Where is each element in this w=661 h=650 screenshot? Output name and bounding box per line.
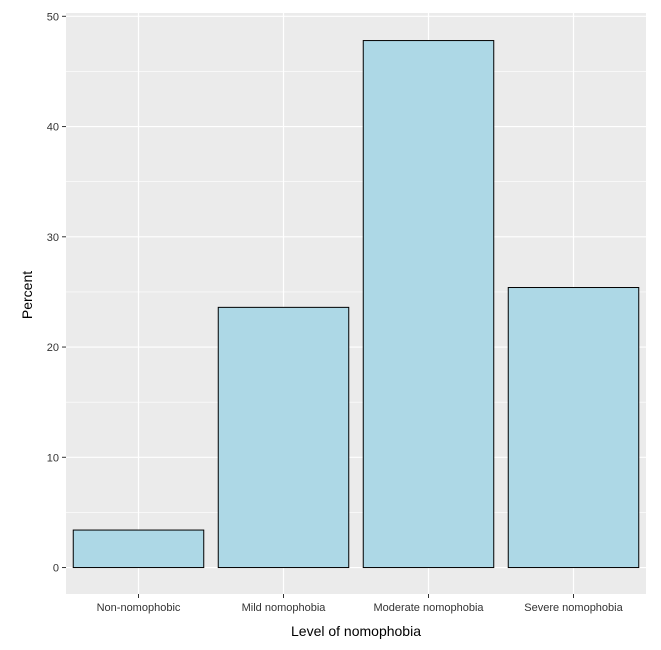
y-tick-label: 30 xyxy=(47,232,59,244)
bar xyxy=(507,287,640,569)
bar xyxy=(217,306,350,569)
x-tick-label: Non-nomophobic xyxy=(97,602,181,614)
y-tick-label: 0 xyxy=(53,563,59,575)
y-tick-label: 50 xyxy=(47,11,59,23)
x-axis: Non-nomophobic Mild nomophobia Moderate no… xyxy=(97,594,624,614)
x-tick-label: Severe nomophobia xyxy=(524,602,623,614)
x-tick-label: Moderate nomophobia xyxy=(373,602,484,614)
y-axis-title: Percent xyxy=(19,271,35,319)
bar xyxy=(362,40,495,569)
y-tick-label: 40 xyxy=(47,122,59,134)
y-tick-label: 10 xyxy=(47,452,59,464)
x-axis-title: Level of nomophobia xyxy=(291,623,421,639)
y-axis: 0 10 20 30 40 50 xyxy=(47,11,66,575)
bar xyxy=(72,529,205,569)
x-tick-label: Mild nomophobia xyxy=(242,602,327,614)
bars xyxy=(72,40,640,569)
y-tick-label: 20 xyxy=(47,342,59,354)
